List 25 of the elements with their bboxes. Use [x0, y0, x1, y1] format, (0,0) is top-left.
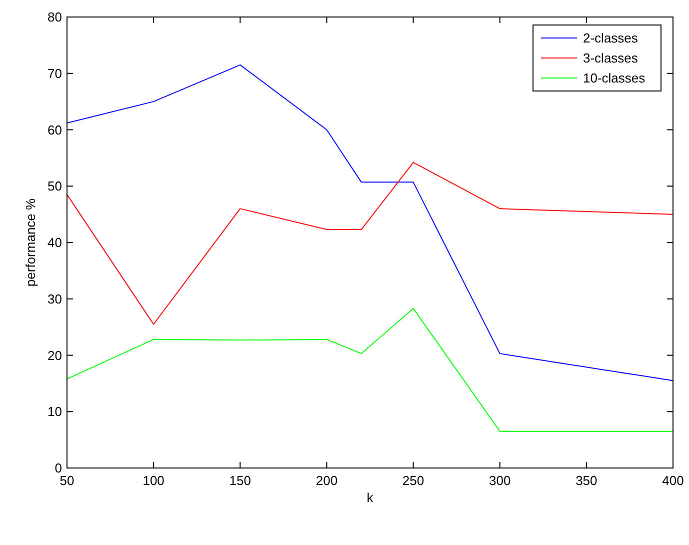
y-axis-title: performance %: [23, 198, 38, 287]
legend-label: 10-classes: [583, 70, 646, 86]
x-tick-label: 200: [316, 473, 338, 488]
y-tick-label: 0: [54, 460, 62, 476]
x-tick-label: 300: [489, 473, 511, 488]
line-series: [66, 162, 674, 325]
y-tick-label: 70: [48, 66, 62, 81]
y-tick-label: 30: [48, 291, 62, 306]
x-tick-label: 400: [662, 473, 684, 488]
y-tick-label: 50: [48, 178, 62, 194]
x-tick-label: 350: [576, 473, 598, 488]
x-tick-label: 100: [142, 473, 164, 488]
y-tick-label: 80: [48, 10, 62, 25]
y-tick-label: 40: [48, 235, 62, 250]
x-tick-label: 250: [402, 473, 424, 488]
y-tick-label: 60: [48, 122, 62, 138]
y-tick-label: 20: [48, 348, 62, 363]
legend-label: 3-classes: [583, 50, 638, 66]
x-tick-label: 150: [229, 473, 251, 488]
legend-label: 2-classes: [583, 30, 638, 46]
x-tick-label: 50: [60, 473, 74, 488]
x-axis-title: k: [366, 490, 374, 505]
line-series: [66, 64, 674, 382]
y-tick-label: 10: [48, 404, 62, 420]
line-series: [66, 308, 674, 432]
